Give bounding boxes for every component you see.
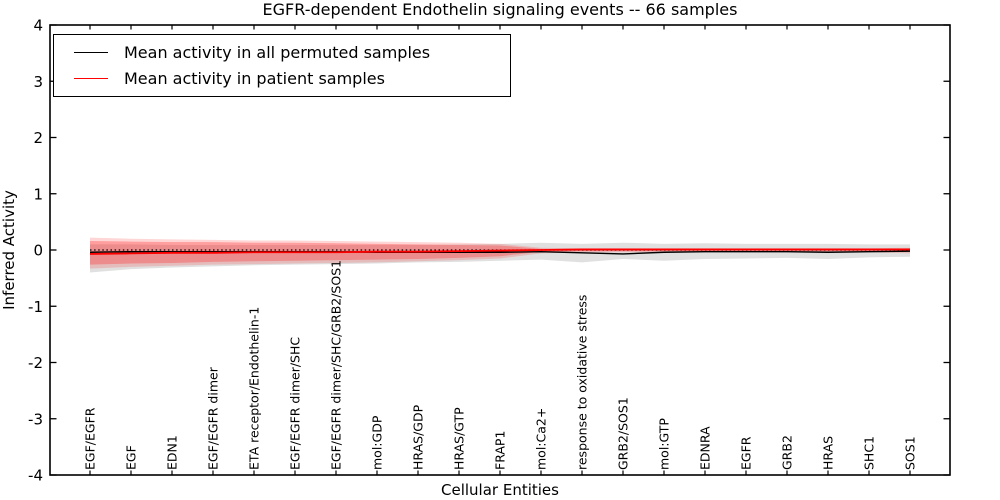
- y-tick-label: 3: [33, 73, 43, 91]
- x-tick-label: EDNRA: [698, 426, 713, 470]
- chart-title: EGFR-dependent Endothelin signaling even…: [262, 0, 738, 19]
- y-tick-label: -3: [28, 410, 43, 428]
- x-tick-label: mol:Ca2+: [534, 408, 549, 470]
- y-tick-label: 0: [33, 242, 43, 260]
- x-tick-label: GRB2/SOS1: [616, 397, 631, 470]
- patient-line-swatch: [74, 78, 108, 80]
- x-tick-label: HRAS/GDP: [411, 404, 426, 470]
- permuted-line-swatch: [74, 51, 108, 53]
- x-tick-label: EGF/EGFR dimer/SHC/GRB2/SOS1: [329, 260, 344, 470]
- x-tick-label: EGF/EGFR: [83, 407, 98, 470]
- line-permuted: [89, 250, 911, 255]
- x-tick-label: mol:GDP: [370, 415, 385, 470]
- x-tick-label: ETA receptor/Endothelin-1: [247, 307, 262, 470]
- y-tick-label: 4: [33, 17, 43, 35]
- x-tick-label: response to oxidative stress: [575, 295, 590, 470]
- legend-label-patient: Mean activity in patient samples: [124, 69, 385, 89]
- x-tick-label: GRB2: [780, 435, 795, 470]
- x-tick-label: mol:GTP: [657, 418, 672, 470]
- band-patient-samples-range-outer: [90, 237, 910, 269]
- x-axis-label: Cellular Entities: [441, 481, 559, 499]
- legend: Mean activity in all permuted samples Me…: [53, 34, 511, 97]
- line-patient: [89, 248, 910, 255]
- legend-item-permuted: Mean activity in all permuted samples: [74, 43, 510, 62]
- x-tick-label: EGFR: [739, 436, 754, 470]
- y-tick-label: -2: [28, 354, 43, 372]
- y-tick-label: 1: [33, 185, 43, 203]
- x-tick-label: FRAP1: [493, 431, 508, 470]
- x-tick-label: HRAS/GTP: [452, 407, 467, 470]
- x-tick-label: EGF/EGFR dimer/SHC: [288, 337, 303, 470]
- x-tick-label: EDN1: [165, 435, 180, 470]
- y-axis-label: Inferred Activity: [0, 190, 18, 310]
- y-tick-label: 2: [33, 129, 43, 147]
- legend-label-permuted: Mean activity in all permuted samples: [124, 42, 431, 62]
- legend-item-patient: Mean activity in patient samples: [74, 69, 510, 88]
- x-tick-label: EGF: [124, 445, 139, 470]
- x-tick-label: HRAS: [821, 436, 836, 470]
- y-tick-label: -4: [28, 467, 43, 485]
- y-tick-label: -1: [28, 298, 43, 316]
- x-tick-label: SOS1: [903, 436, 918, 470]
- x-tick-label: SHC1: [862, 436, 877, 470]
- x-tick-label: EGF/EGFR dimer: [206, 366, 221, 470]
